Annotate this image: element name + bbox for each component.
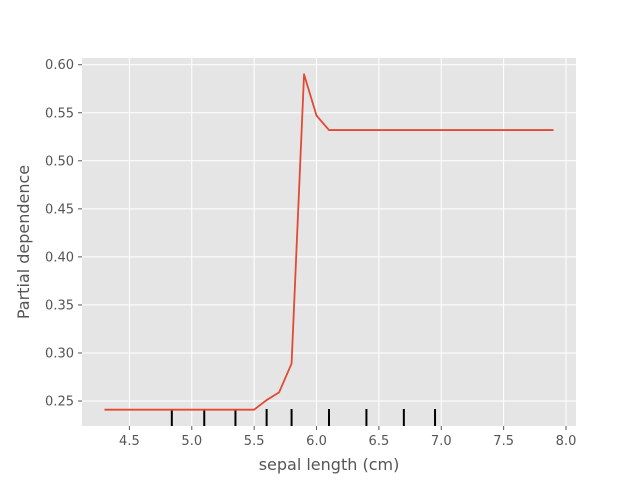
x-tick-label: 7.0: [431, 434, 452, 449]
series-line: [104, 73, 554, 411]
y-tick-label: 0.40: [45, 250, 74, 265]
grid: [82, 58, 576, 426]
x-tick-label: 8.0: [556, 434, 577, 449]
y-axis-label: Partial dependence: [14, 165, 33, 319]
x-tick-label: 7.5: [493, 434, 514, 449]
y-tick-label: 0.25: [45, 395, 74, 410]
series-lines: [104, 73, 554, 411]
x-tick-label: 5.0: [181, 434, 202, 449]
y-tick-label: 0.35: [45, 298, 74, 313]
y-tick-labels: 0.25 0.30 0.35 0.40 0.45 0.50 0.55 0.60: [45, 58, 82, 410]
x-tick-label: 6.5: [369, 434, 390, 449]
x-tick-label: 6.0: [306, 434, 327, 449]
y-tick-label: 0.60: [45, 58, 74, 73]
y-tick-label: 0.45: [45, 202, 74, 217]
x-tick-labels: 4.5 5.0 5.5 6.0 6.5 7.0 7.5 8.0: [119, 426, 576, 449]
y-tick-label: 0.30: [45, 346, 74, 361]
y-tick-label: 0.55: [45, 106, 74, 121]
rug-marks: [170, 409, 437, 426]
y-tick-label: 0.50: [45, 154, 74, 169]
plot-background: [82, 58, 576, 426]
x-axis-label: sepal length (cm): [259, 455, 400, 474]
x-tick-label: 4.5: [119, 434, 140, 449]
x-tick-label: 5.5: [244, 434, 265, 449]
